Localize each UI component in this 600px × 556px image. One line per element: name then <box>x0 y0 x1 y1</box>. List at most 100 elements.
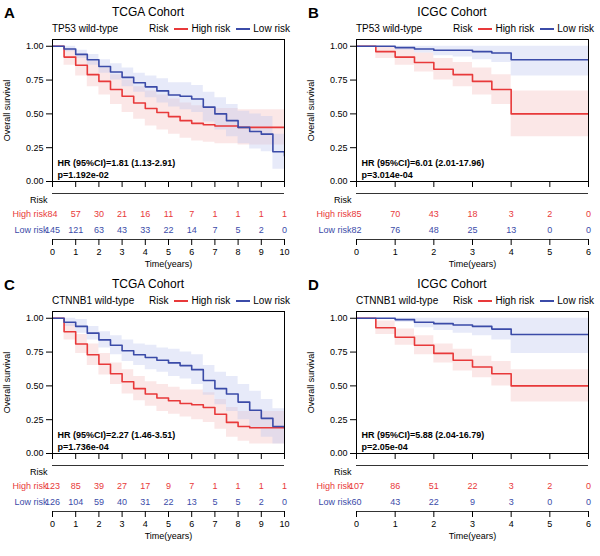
svg-text:Overall survival: Overall survival <box>306 352 316 414</box>
svg-text:9: 9 <box>166 481 171 491</box>
svg-text:60: 60 <box>351 497 361 507</box>
svg-text:0: 0 <box>282 497 287 507</box>
svg-text:13: 13 <box>187 497 197 507</box>
svg-text:4: 4 <box>143 519 148 529</box>
svg-text:1: 1 <box>236 481 241 491</box>
svg-text:7: 7 <box>212 519 217 529</box>
svg-text:11: 11 <box>164 209 173 219</box>
svg-text:2: 2 <box>96 247 101 257</box>
svg-text:3: 3 <box>470 519 475 529</box>
svg-text:7: 7 <box>212 225 217 235</box>
svg-text:Low risk: Low risk <box>318 225 352 235</box>
svg-text:High risk: High risk <box>12 481 48 491</box>
svg-text:123: 123 <box>45 481 60 491</box>
svg-text:145: 145 <box>45 225 60 235</box>
svg-text:3: 3 <box>120 519 125 529</box>
svg-text:48: 48 <box>429 225 439 235</box>
svg-text:16: 16 <box>140 209 150 219</box>
svg-text:0: 0 <box>354 247 359 257</box>
svg-text:2: 2 <box>431 519 436 529</box>
svg-text:18: 18 <box>467 209 477 219</box>
svg-text:0: 0 <box>354 519 359 529</box>
svg-text:1.00: 1.00 <box>26 41 44 51</box>
svg-text:Time(years): Time(years) <box>145 259 193 269</box>
svg-text:0: 0 <box>50 519 55 529</box>
svg-text:0.00: 0.00 <box>26 448 44 458</box>
svg-text:1: 1 <box>212 481 217 491</box>
svg-text:Overall survival: Overall survival <box>306 80 316 142</box>
svg-text:22: 22 <box>429 497 439 507</box>
svg-text:0: 0 <box>586 497 591 507</box>
svg-text:0.75: 0.75 <box>26 347 44 357</box>
svg-text:1.00: 1.00 <box>26 313 44 323</box>
svg-text:High risk: High risk <box>316 481 352 491</box>
svg-text:Low risk: Low risk <box>318 497 352 507</box>
svg-text:84: 84 <box>47 209 57 219</box>
svg-text:Risk: Risk <box>334 467 352 477</box>
svg-text:HR (95%CI)=1.81 (1.13-2.91)p=1: HR (95%CI)=1.81 (1.13-2.91)p=1.192e-02 <box>58 158 176 180</box>
svg-text:1: 1 <box>259 481 264 491</box>
svg-text:5: 5 <box>236 497 241 507</box>
svg-text:0.50: 0.50 <box>330 109 348 119</box>
svg-text:0.50: 0.50 <box>26 381 44 391</box>
svg-text:6: 6 <box>189 247 194 257</box>
svg-text:1: 1 <box>73 247 78 257</box>
svg-text:9: 9 <box>470 497 475 507</box>
svg-text:31: 31 <box>140 497 150 507</box>
svg-text:Time(years): Time(years) <box>449 259 497 269</box>
svg-text:10: 10 <box>279 519 289 529</box>
svg-text:43: 43 <box>429 209 439 219</box>
svg-text:Overall survival: Overall survival <box>2 80 12 142</box>
svg-text:High risk: High risk <box>316 209 352 219</box>
svg-text:22: 22 <box>163 225 173 235</box>
svg-text:Overall survival: Overall survival <box>2 352 12 414</box>
svg-text:0: 0 <box>282 225 287 235</box>
svg-text:59: 59 <box>94 497 104 507</box>
svg-text:Time(years): Time(years) <box>449 531 497 541</box>
svg-text:High risk: High risk <box>12 209 48 219</box>
svg-text:1: 1 <box>212 209 217 219</box>
svg-text:Time(years): Time(years) <box>145 531 193 541</box>
svg-text:39: 39 <box>94 481 104 491</box>
svg-text:0.25: 0.25 <box>26 143 44 153</box>
svg-text:14: 14 <box>187 225 197 235</box>
svg-text:126: 126 <box>45 497 60 507</box>
svg-text:Risk: Risk <box>30 195 48 205</box>
svg-text:0.00: 0.00 <box>330 448 348 458</box>
svg-text:63: 63 <box>94 225 104 235</box>
svg-text:9: 9 <box>259 247 264 257</box>
svg-text:1: 1 <box>259 209 264 219</box>
svg-text:4: 4 <box>509 519 514 529</box>
svg-text:17: 17 <box>140 481 150 491</box>
svg-text:0.00: 0.00 <box>330 176 348 186</box>
svg-text:6: 6 <box>189 519 194 529</box>
svg-text:7: 7 <box>189 481 194 491</box>
svg-text:2: 2 <box>431 247 436 257</box>
svg-text:5: 5 <box>166 519 171 529</box>
svg-text:121: 121 <box>68 225 83 235</box>
svg-text:Risk: Risk <box>30 467 48 477</box>
svg-text:33: 33 <box>140 225 150 235</box>
svg-text:6: 6 <box>586 247 591 257</box>
svg-text:1.00: 1.00 <box>330 41 348 51</box>
svg-text:0.75: 0.75 <box>330 75 348 85</box>
svg-text:85: 85 <box>351 209 361 219</box>
svg-text:10: 10 <box>279 247 289 257</box>
svg-text:4: 4 <box>143 247 148 257</box>
svg-text:1: 1 <box>393 519 398 529</box>
svg-text:1: 1 <box>236 209 241 219</box>
svg-text:2: 2 <box>96 519 101 529</box>
svg-text:40: 40 <box>117 497 127 507</box>
svg-text:7: 7 <box>189 209 194 219</box>
svg-text:76: 76 <box>390 225 400 235</box>
svg-text:0: 0 <box>547 497 552 507</box>
svg-text:21: 21 <box>117 209 127 219</box>
svg-text:7: 7 <box>212 247 217 257</box>
svg-text:0.50: 0.50 <box>26 109 44 119</box>
svg-text:22: 22 <box>467 481 477 491</box>
svg-text:2: 2 <box>547 209 552 219</box>
svg-text:3: 3 <box>509 209 514 219</box>
svg-text:5: 5 <box>212 497 217 507</box>
svg-text:Risk: Risk <box>334 195 352 205</box>
svg-text:5: 5 <box>236 225 241 235</box>
